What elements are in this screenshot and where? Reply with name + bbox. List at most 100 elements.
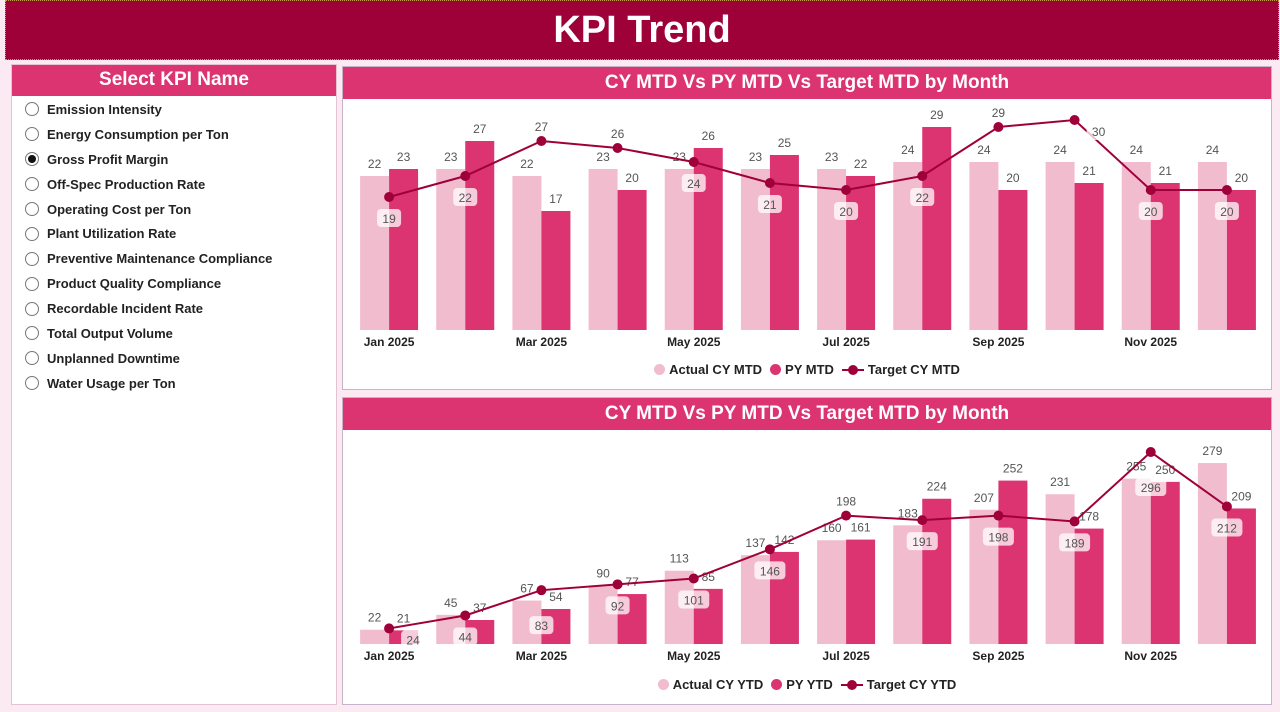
- radio-button[interactable]: [25, 202, 39, 216]
- legend-item[interactable]: Target CY YTD: [840, 677, 956, 692]
- target-data-label: 24: [687, 177, 701, 191]
- legend-item[interactable]: Target CY MTD: [841, 362, 960, 377]
- target-data-label: 30: [1092, 125, 1106, 139]
- py-bar: [922, 127, 952, 330]
- actual-data-label: 24: [977, 143, 991, 157]
- target-point: [1221, 185, 1232, 195]
- radio-button[interactable]: [25, 152, 39, 167]
- actual-bar: [740, 169, 770, 330]
- py-bar: [465, 141, 495, 330]
- target-point: [384, 192, 395, 202]
- target-label-box: [754, 561, 786, 580]
- radio-button[interactable]: [25, 102, 39, 117]
- target-data-label: 198: [988, 531, 1008, 545]
- target-point: [1069, 115, 1080, 125]
- radio-button[interactable]: [25, 127, 39, 142]
- slicer-item[interactable]: Operating Cost per Ton: [12, 197, 336, 222]
- py-data-label: 20: [1235, 171, 1249, 185]
- legend-item[interactable]: Actual CY MTD: [654, 362, 762, 377]
- py-data-label: 161: [851, 521, 871, 535]
- actual-bar: [893, 162, 923, 330]
- target-data-label: 101: [684, 594, 704, 608]
- actual-data-label: 160: [822, 521, 842, 535]
- kpi-slicer: Select KPI Name Emission Intensity Energy…: [11, 64, 337, 705]
- target-label-box: [1059, 533, 1091, 552]
- py-bar: [1074, 183, 1104, 330]
- py-data-label: 29: [930, 108, 944, 122]
- target-point: [384, 623, 395, 634]
- circle-marker-icon: [770, 364, 782, 375]
- radio-button[interactable]: [25, 326, 39, 341]
- target-label-box: [1211, 518, 1243, 537]
- slicer-item[interactable]: Energy Consumption per Ton: [12, 122, 336, 147]
- slicer-item-label: Emission Intensity: [47, 101, 162, 117]
- target-point: [1069, 516, 1080, 527]
- x-tick-label: Nov 2025: [1124, 649, 1177, 663]
- slicer-item[interactable]: Emission Intensity: [12, 97, 336, 122]
- target-label-box: [1214, 202, 1239, 220]
- x-tick-label: Sep 2025: [972, 649, 1024, 663]
- target-label-box: [1135, 478, 1167, 497]
- chart-legend: Actual CY MTD PY MTD Target CY MTD: [343, 362, 1271, 377]
- legend-label: PY MTD: [785, 362, 834, 377]
- slicer-item[interactable]: Product Quality Compliance: [12, 271, 336, 296]
- radio-button[interactable]: [25, 177, 39, 192]
- slicer-item[interactable]: Preventive Maintenance Compliance: [12, 246, 336, 271]
- slicer-item[interactable]: Total Output Volume: [12, 321, 336, 346]
- line-marker-icon: [841, 364, 864, 375]
- radio-button[interactable]: [25, 226, 39, 241]
- slicer-item-label: Recordable Incident Rate: [47, 301, 204, 317]
- actual-bar: [512, 176, 542, 330]
- target-label-box: [681, 174, 706, 192]
- x-tick-label: May 2025: [667, 335, 721, 349]
- target-point: [917, 171, 928, 181]
- radio-button[interactable]: [25, 276, 39, 291]
- target-data-label: 83: [535, 619, 549, 633]
- target-point: [612, 579, 623, 590]
- target-label-box: [757, 195, 782, 213]
- target-point: [917, 515, 928, 526]
- slicer-item[interactable]: Gross Profit Margin: [12, 147, 336, 172]
- slicer-item[interactable]: Off-Spec Production Rate: [12, 172, 336, 197]
- target-label-box: [986, 103, 1011, 121]
- actual-data-label: 23: [596, 150, 610, 164]
- target-data-label: 24: [406, 633, 420, 647]
- target-data-label: 26: [611, 127, 625, 141]
- target-point: [1221, 501, 1232, 512]
- radio-button[interactable]: [25, 376, 39, 391]
- slicer-item[interactable]: Unplanned Downtime: [12, 346, 336, 371]
- actual-data-label: 23: [749, 150, 763, 164]
- py-data-label: 20: [625, 171, 639, 185]
- radio-button[interactable]: [25, 301, 39, 316]
- py-data-label: 21: [397, 611, 411, 625]
- actual-bar: [969, 162, 999, 330]
- target-point: [841, 185, 852, 195]
- legend-item[interactable]: PY MTD: [770, 362, 834, 377]
- x-tick-label: Jan 2025: [364, 649, 415, 663]
- py-bar: [998, 190, 1028, 330]
- actual-data-label: 45: [444, 596, 458, 610]
- py-data-label: 142: [774, 533, 794, 547]
- slicer-item[interactable]: Plant Utilization Rate: [12, 221, 336, 246]
- slicer-item[interactable]: Recordable Incident Rate: [12, 296, 336, 321]
- legend-item[interactable]: Actual CY YTD: [657, 677, 763, 692]
- chart-title: CY MTD Vs PY MTD Vs Target MTD by Month: [343, 398, 1271, 430]
- slicer-item-label: Gross Profit Margin: [47, 151, 169, 167]
- slicer-item[interactable]: Water Usage per Ton: [12, 371, 336, 396]
- slicer-item-label: Plant Utilization Rate: [47, 226, 177, 242]
- slicer-item-label: Unplanned Downtime: [47, 350, 180, 366]
- radio-button[interactable]: [25, 251, 39, 266]
- legend-item[interactable]: PY YTD: [771, 677, 833, 692]
- x-tick-label: Nov 2025: [1124, 335, 1177, 349]
- circle-marker-icon: [654, 364, 666, 375]
- py-bar: [846, 176, 876, 330]
- actual-data-label: 23: [673, 150, 687, 164]
- target-data-label: 20: [1220, 205, 1234, 219]
- x-tick-label: Jul 2025: [822, 335, 870, 349]
- actual-bar: [1045, 162, 1075, 330]
- ytd-chart: CY MTD Vs PY MTD Vs Target MTD by Month …: [342, 397, 1272, 705]
- radio-button[interactable]: [25, 351, 39, 366]
- target-data-label: 191: [912, 535, 932, 549]
- line-marker-icon: [840, 679, 863, 690]
